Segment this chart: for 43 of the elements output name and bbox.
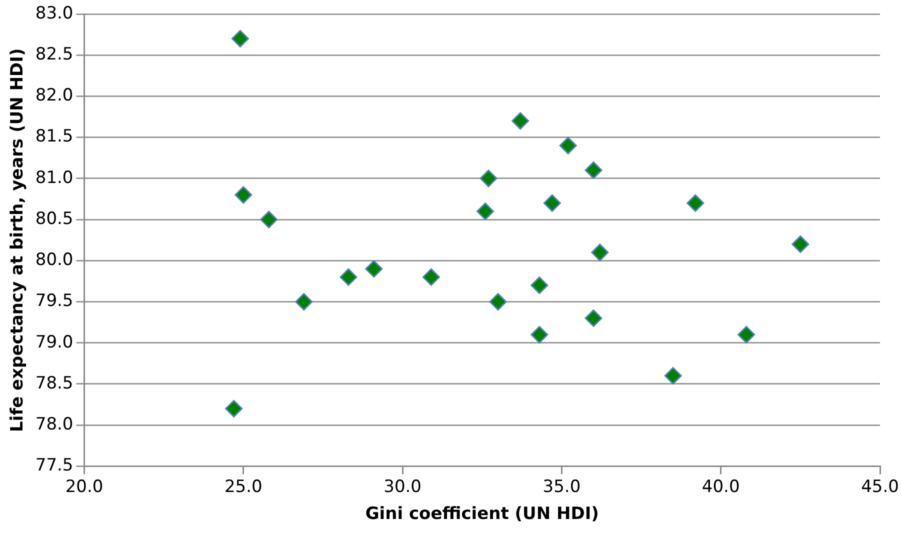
point [422,268,440,286]
y-tick-label: 80.5 [35,208,74,229]
x-tick-label: 25.0 [224,476,262,497]
point [543,194,561,212]
point [225,400,243,418]
y-tick-label: 81.0 [35,168,74,188]
point [476,202,494,220]
point [792,235,810,253]
y-tick-label: 79.5 [35,291,74,312]
x-tick-label: 45.0 [861,476,899,497]
point [530,326,548,344]
point [664,367,682,385]
y-tick-label: 79.0 [35,332,74,352]
y-tick-label: 83.0 [35,3,74,24]
point [480,170,498,188]
x-tick-label: 20.0 [65,476,104,497]
point [295,293,313,311]
point [738,326,756,344]
point [365,260,383,278]
x-tick-label: 40.0 [702,476,740,497]
point [584,309,602,327]
y-tick-label: 78.0 [35,414,74,435]
point [559,136,577,154]
point [260,210,278,228]
point [686,194,704,212]
y-tick-label: 77.5 [35,456,74,476]
point [231,30,249,48]
x-tick-label: 30.0 [384,476,422,497]
x-axis-title: Gini coefficient (UN HDI) [365,504,599,524]
y-axis-title: Life expectancy at birth, years (UN HDI) [8,48,28,432]
point [591,244,609,262]
point [530,276,548,294]
point [234,186,252,204]
y-tick-label: 81.5 [35,126,74,147]
y-tick-label: 80.0 [35,250,74,270]
y-tick-label: 82.0 [35,86,74,106]
point [512,112,530,130]
point [340,268,358,286]
y-tick-label: 78.5 [35,373,74,394]
x-tick-label: 35.0 [542,476,581,497]
point [584,161,602,179]
y-tick-label: 82.5 [35,44,74,65]
point [489,293,507,311]
